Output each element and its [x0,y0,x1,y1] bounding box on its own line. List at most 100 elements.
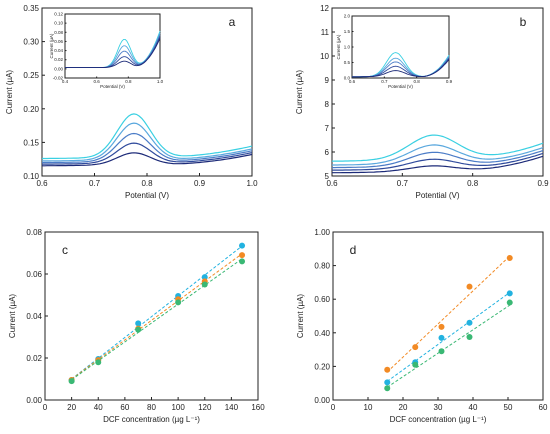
main-x-tick-label: 40 [469,403,478,412]
main-y-tick-label: 0.00 [314,396,330,405]
panel-c-calibration: 0 20 40 60 80 100 120 140 160 0.00 0.02 0.04 0.06 0.0… [8,228,265,424]
main-x-tick-label: 0 [43,403,48,412]
inset-plot-frame [64,13,161,79]
inset-y-tick-label: 0.10 [54,21,63,26]
data-point [95,359,102,366]
main-y-tick-label: 0.10 [23,172,39,181]
fit-line [386,304,511,388]
data-point [384,366,391,373]
main-y-tick-label: 6 [325,148,330,157]
main-y-tick-label: 11 [321,28,330,37]
inset-y-axis-label: Current (µA) [49,33,54,58]
main-y-tick-label: 0.15 [23,138,39,147]
voltammogram-curve [42,152,253,167]
main-x-axis-label: Potential (V) [125,191,169,200]
voltammogram-curve [41,142,253,165]
main-y-tick-label: 8 [325,100,330,109]
main-x-tick-label: 0.9 [194,179,206,188]
main-y-axis-label: Current (µA) [5,70,14,115]
main-y-axis-label: Current (µA) [8,294,17,339]
data-point [412,361,419,368]
main-x-tick-label: 120 [198,403,212,412]
data-point [201,281,208,288]
main-x-tick-label: 60 [120,403,129,412]
data-point [239,258,246,265]
main-y-tick-label: 0.00 [26,396,42,405]
data-point [135,326,142,333]
inset-curve [65,38,161,69]
main-x-axis-label: Potential (V) [415,191,459,200]
inset-x-tick-label: 0.8 [125,79,132,84]
inset-y-tick-label: 0.08 [54,30,63,35]
main-y-tick-label: 0.08 [26,228,42,237]
main-x-tick-label: 50 [504,403,513,412]
inset-y-tick-label: 2.0 [344,14,351,19]
panel-label: d [350,243,357,257]
panel-label: c [62,243,68,257]
data-point [175,299,182,306]
main-y-tick-label: 0.06 [26,270,42,279]
main-y-tick-label: 0.35 [23,4,39,13]
fit-line [386,255,511,373]
panel-label: a [229,15,236,29]
main-x-tick-label: 10 [364,403,373,412]
inset-y-tick-label: 0.02 [54,57,63,62]
main-x-tick-label: 160 [251,403,265,412]
voltammogram-curve [331,134,544,162]
inset-curve [352,59,450,78]
main-x-tick-label: 0.8 [141,179,153,188]
data-point [466,283,473,290]
voltammogram-curve [332,144,544,166]
main-y-axis-label: Current (µA) [295,70,304,115]
main-plot-frame [331,7,544,177]
main-x-tick-label: 0.6 [326,179,338,188]
inset-x-tick-label: 0.9 [446,79,453,84]
main-x-axis-label: DCF concentration (µg L⁻¹) [103,415,200,424]
main-x-tick-label: 20 [399,403,408,412]
main-x-tick-label: 0.7 [397,179,409,188]
main-x-tick-label: 40 [94,403,103,412]
voltammogram-curve [41,132,253,164]
voltammogram-curve [332,149,544,169]
main-y-tick-label: 0.02 [26,354,42,363]
voltammogram-curve [331,152,544,171]
inset-y-tick-label: 1.0 [344,45,351,50]
main-x-tick-label: 0.8 [467,179,479,188]
voltammogram-curve [332,155,544,174]
data-point [466,334,473,340]
data-point [506,299,513,306]
main-y-tick-label: 0.80 [314,262,330,271]
inset-x-tick-label: 0.6 [94,79,101,84]
main-x-tick-label: 100 [171,403,185,412]
panel-label: b [520,15,527,29]
data-point [384,385,391,392]
main-y-tick-label: 0.40 [314,329,330,338]
main-y-axis-label: Current (µA) [296,294,305,339]
inset-x-tick-label: 0.6 [349,79,356,84]
main-y-tick-label: 9 [325,76,330,85]
main-y-tick-label: 12 [320,4,329,13]
data-point [384,379,391,386]
main-y-tick-label: 1.00 [314,228,330,237]
inset-y-tick-label: 0.00 [54,66,63,71]
panel-d-calibration: 0 10 20 30 40 50 60 0.00 0.20 0.40 0.60 0.80 1.00 DCF… [296,228,548,424]
inset-y-tick-label: 0.5 [344,60,351,65]
inset-x-tick-label: 1.0 [157,79,164,84]
main-x-tick-label: 0.9 [537,179,549,188]
fit-line [386,292,511,382]
main-y-tick-label: 0.60 [314,295,330,304]
data-point [506,290,513,297]
main-y-tick-label: 5 [325,172,330,181]
inset-background [352,16,449,78]
data-point [438,323,445,330]
main-x-tick-label: 60 [539,403,548,412]
data-point [466,319,473,326]
inset-x-axis-label: Potential (V) [100,84,125,89]
data-point [412,344,419,351]
data-point [239,252,246,259]
data-point [506,255,513,262]
main-x-tick-label: 30 [434,403,443,412]
main-y-tick-label: 0.30 [23,38,39,47]
main-x-tick-label: 80 [147,403,156,412]
